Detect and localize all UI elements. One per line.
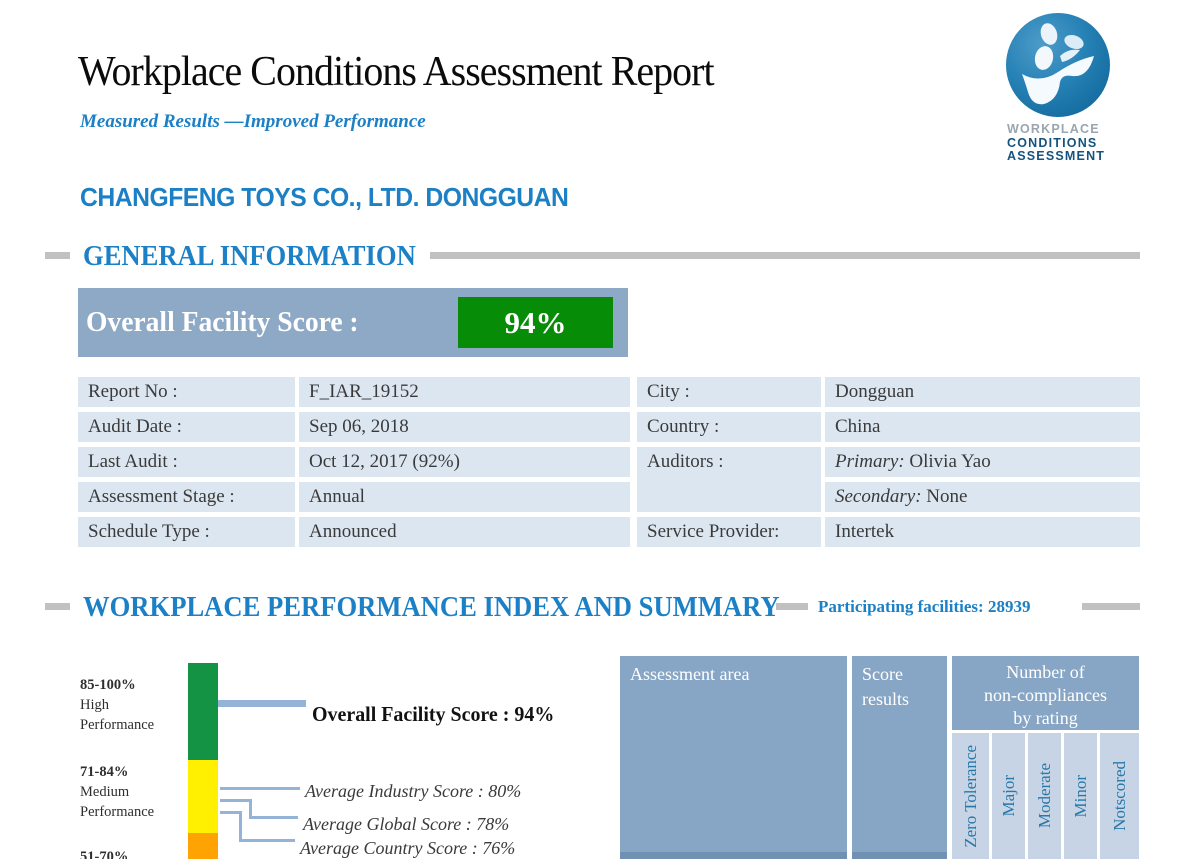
annotation-country-score: Average Country Score : 76% xyxy=(300,838,516,858)
band-high-label: 85-100% High Performance xyxy=(80,675,154,735)
rating-col-notscored: Notscored xyxy=(1100,733,1139,859)
participating-facilities: Participating facilities: 28939 xyxy=(818,597,1031,616)
summary-col-noncompliances: Number of non-compliances by rating xyxy=(952,656,1139,730)
info-value-report-no: F_IAR_19152 xyxy=(299,377,630,407)
info-value-auditor-primary: Primary: Olivia Yao xyxy=(825,447,1140,477)
logo-line-workplace: WORKPLACE xyxy=(1007,122,1100,136)
info-value-schedule-type: Announced xyxy=(299,517,630,547)
bar-segment-medium xyxy=(188,760,218,833)
band-medium-label: 71-84% Medium Performance xyxy=(80,762,154,822)
section1-left-rule xyxy=(45,252,70,259)
band-medium-range: 71-84% xyxy=(80,764,129,780)
info-label-report-no: Report No : xyxy=(78,377,295,407)
connector-global-h1 xyxy=(220,799,252,802)
band-high-line1: High xyxy=(80,697,109,713)
auditor-secondary-name: None xyxy=(921,486,968,507)
annotation-overall-score: Overall Facility Score : 94% xyxy=(312,702,555,726)
rating-col-major: Major xyxy=(992,733,1025,859)
bar-segment-low xyxy=(188,833,218,859)
rating-col-zero-tolerance: Zero Tolerance xyxy=(952,733,989,859)
logo-line-conditions: CONDITIONS xyxy=(1007,135,1098,150)
info-label-city: City : xyxy=(637,377,821,407)
overall-score-banner: Overall Facility Score : 94% xyxy=(78,288,628,357)
info-label-service-provider: Service Provider: xyxy=(637,517,821,547)
annotation-industry-score: Average Industry Score : 80% xyxy=(305,781,522,801)
wca-logo-icon xyxy=(1006,13,1110,117)
connector-industry xyxy=(220,787,300,790)
band-medium-line2: Performance xyxy=(80,804,155,820)
noncompliances-line2: non-compliances xyxy=(984,685,1107,705)
connector-country-h1 xyxy=(220,811,242,814)
band-high-range: 85-100% xyxy=(80,677,136,693)
band-high-line2: Performance xyxy=(80,717,155,733)
page-subtitle: Measured Results —Improved Performance xyxy=(80,111,426,132)
annotation-global-score: Average Global Score : 78% xyxy=(303,814,510,834)
auditor-primary-name: Olivia Yao xyxy=(904,451,991,472)
connector-country-v xyxy=(239,811,242,842)
logo-line-assessment: ASSESSMENT xyxy=(1007,149,1106,163)
connector-global-h2 xyxy=(249,816,298,819)
connector-overall xyxy=(218,700,306,707)
noncompliances-line3: by rating xyxy=(1013,708,1078,728)
section1-title: GENERAL INFORMATION xyxy=(83,241,416,272)
info-label-assessment-stage: Assessment Stage : xyxy=(78,482,295,512)
connector-country-h2 xyxy=(239,839,295,842)
info-label-auditors: Auditors : xyxy=(637,447,821,512)
info-value-country: China xyxy=(825,412,1140,442)
info-value-assessment-stage: Annual xyxy=(299,482,630,512)
info-label-country: Country : xyxy=(637,412,821,442)
summary-col-score-results: Score results xyxy=(852,656,947,852)
page-title: Workplace Conditions Assessment Report xyxy=(78,49,715,95)
band-low-range: 51-70% xyxy=(80,849,129,859)
connector-global-v xyxy=(249,799,252,819)
section1-right-rule xyxy=(430,252,1140,259)
section2-right-rule xyxy=(1082,603,1140,610)
section2-mid-rule xyxy=(776,603,808,610)
info-value-city: Dongguan xyxy=(825,377,1140,407)
rating-col-minor: Minor xyxy=(1064,733,1097,859)
info-value-last-audit: Oct 12, 2017 (92%) xyxy=(299,447,630,477)
info-label-last-audit: Last Audit : xyxy=(78,447,295,477)
summary-score-shadow xyxy=(852,852,947,859)
wca-logo-text: WORKPLACE CONDITIONS ASSESSMENT xyxy=(1007,122,1106,164)
band-low-label: 51-70% xyxy=(80,847,128,859)
band-medium-line1: Medium xyxy=(80,784,130,800)
rating-col-moderate: Moderate xyxy=(1028,733,1061,859)
noncompliances-line1: Number of xyxy=(1006,662,1085,682)
info-label-audit-date: Audit Date : xyxy=(78,412,295,442)
wca-logo: WORKPLACE CONDITIONS ASSESSMENT xyxy=(1002,12,1120,172)
section2-title: WORKPLACE PERFORMANCE INDEX AND SUMMARY xyxy=(83,592,780,623)
auditor-primary-prefix: Primary: xyxy=(835,451,905,472)
info-value-auditor-secondary: Secondary: None xyxy=(825,482,1140,512)
info-value-audit-date: Sep 06, 2018 xyxy=(299,412,630,442)
overall-score-value: 94% xyxy=(458,297,613,348)
summary-col-assessment-area: Assessment area xyxy=(620,656,847,852)
info-label-schedule-type: Schedule Type : xyxy=(78,517,295,547)
section2-left-rule xyxy=(45,603,70,610)
company-name: CHANGFENG TOYS CO., LTD. DONGGUAN xyxy=(80,182,569,212)
overall-score-label: Overall Facility Score : xyxy=(86,306,359,338)
summary-assessment-shadow xyxy=(620,852,847,859)
auditor-secondary-prefix: Secondary: xyxy=(835,486,922,507)
bar-segment-high xyxy=(188,663,218,760)
info-value-service-provider: Intertek xyxy=(825,517,1140,547)
